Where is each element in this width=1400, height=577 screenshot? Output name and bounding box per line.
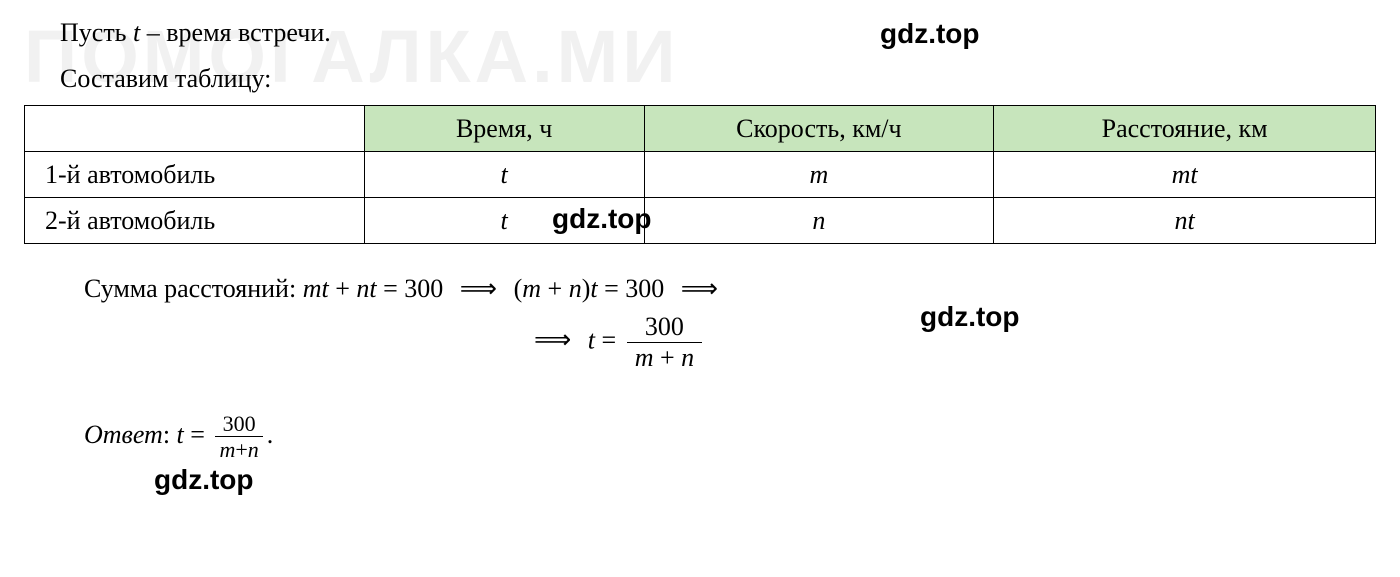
watermark-5: gdz.top [154,464,254,496]
frac-den: m + n [627,343,702,373]
eq-sign-3: = [602,325,623,354]
frac-den-n: n [681,343,694,372]
row2-distance-var: nt [1175,206,1195,235]
row1-speed: m [644,152,994,198]
answer-colon: : [163,420,177,449]
row1-distance-var: mt [1172,160,1198,189]
row1-label: 1-й автомобиль [25,152,365,198]
eq-sign-1: = [383,274,404,303]
arrow-2: ⟹ [671,274,728,303]
row2-label: 2-й автомобиль [25,198,365,244]
header-blank [25,106,365,152]
row1-time: t [364,152,644,198]
row2-speed-var: n [812,206,825,235]
row2-time-var: t [501,206,508,235]
header-time: Время, ч [364,106,644,152]
plus-2: + [548,274,569,303]
header-distance: Расстояние, км [994,106,1376,152]
eq-nt: nt [356,274,376,303]
line1-prefix: Пусть [60,18,133,47]
motion-table: Время, ч Скорость, км/ч Расстояние, км 1… [24,105,1376,244]
equation-row-1: Сумма расстояний: mt + nt = 300 ⟹ (m + n… [84,268,1376,310]
row2-distance: nt [994,198,1376,244]
arrow-1: ⟹ [450,274,507,303]
answer-period: . [267,420,274,449]
lparen: ( [514,274,523,303]
ans-den-m: m [219,437,235,462]
answer-eq: = [190,420,211,449]
answer-label: Ответ [84,420,163,449]
answer-t: t [177,420,184,449]
eq-mt: mt [303,274,329,303]
fraction-main: 300 m + n [627,312,702,373]
header-speed: Скорость, км/ч [644,106,994,152]
row1-time-var: t [501,160,508,189]
frac-num: 300 [627,312,702,343]
line1-suffix: – время встречи. [140,18,330,47]
arrow-3: ⟹ [524,325,581,354]
eq-t: t [590,274,597,303]
table-header-row: Время, ч Скорость, км/ч Расстояние, км [25,106,1376,152]
answer-line: Ответ: t = 300 m+n . [84,411,1376,463]
row1-speed-var: m [810,160,829,189]
table-row: 2-й автомобиль t n nt [25,198,1376,244]
eq-t-lhs: t [588,325,595,354]
ans-den-n: n [248,437,259,462]
intro-line-1: Пусть t – время встречи. [60,14,1376,52]
row2-time: t [364,198,644,244]
eq-sign-2: = [604,274,625,303]
intro-line-2: Составим таблицу: [60,60,1376,98]
eq-300-2: 300 [625,274,664,303]
plus-1: + [335,274,356,303]
eq-n: n [569,274,582,303]
answer-frac-den: m+n [215,437,262,462]
equation-row-2: ⟹ t = 300 m + n [524,312,1376,373]
equation-block: Сумма расстояний: mt + nt = 300 ⟹ (m + n… [84,268,1376,372]
line2-text: Составим таблицу: [60,64,271,93]
eq-300-1: 300 [404,274,443,303]
answer-frac-num: 300 [215,411,262,437]
row2-speed: n [644,198,994,244]
eq-m: m [522,274,541,303]
row1-distance: mt [994,152,1376,198]
answer-fraction: 300 m+n [215,411,262,463]
table-row: 1-й автомобиль t m mt [25,152,1376,198]
frac-den-m: m [635,343,654,372]
sum-prefix: Сумма расстояний: [84,274,303,303]
